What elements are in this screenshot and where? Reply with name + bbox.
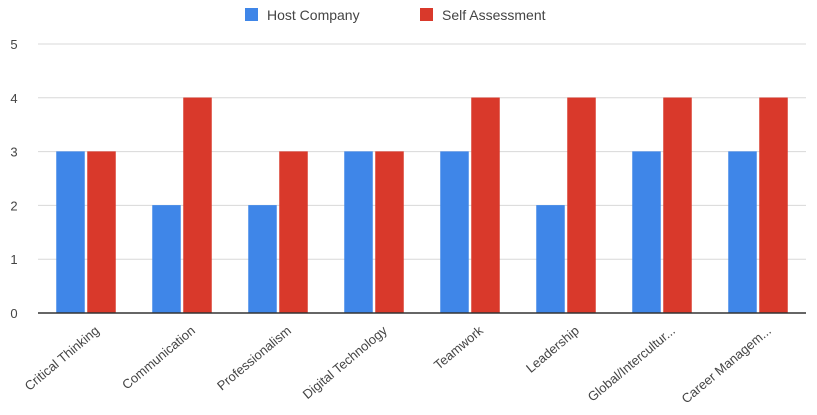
legend-swatch-host-company — [245, 8, 258, 21]
legend-label-host-company: Host Company — [267, 7, 360, 23]
x-category-label: Teamwork — [431, 322, 486, 372]
bar-self-assessment — [567, 97, 596, 314]
bar-self-assessment — [471, 97, 500, 314]
bar-host-company — [248, 205, 277, 314]
bar-self-assessment — [375, 151, 404, 314]
bar-host-company — [152, 205, 181, 314]
bar-host-company — [440, 151, 469, 314]
y-tick-label: 2 — [10, 198, 17, 213]
bar-host-company — [632, 151, 661, 314]
x-category-label: Critical Thinking — [22, 323, 102, 394]
bar-self-assessment — [183, 97, 212, 314]
y-tick-label: 0 — [10, 306, 17, 321]
bar-self-assessment — [279, 151, 308, 314]
x-category-label: Leadership — [523, 323, 582, 376]
x-category-label: Communication — [119, 323, 198, 393]
y-tick-label: 1 — [10, 252, 17, 267]
legend-swatch-self-assessment — [420, 8, 433, 21]
y-axis-tick-labels: 0 1 2 3 4 5 — [10, 37, 17, 321]
y-tick-label: 4 — [10, 91, 17, 106]
chart-legend: Host Company Self Assessment — [245, 7, 546, 23]
bar-host-company — [56, 151, 85, 314]
legend-label-self-assessment: Self Assessment — [442, 7, 546, 23]
y-tick-label: 3 — [10, 145, 17, 160]
bar-self-assessment — [87, 151, 116, 314]
bar-host-company — [728, 151, 757, 314]
bar-host-company — [536, 205, 565, 314]
y-tick-label: 5 — [10, 37, 17, 52]
bar-self-assessment — [759, 97, 788, 314]
x-category-label: Global/Intercultur... — [585, 323, 678, 405]
bar-self-assessment — [663, 97, 692, 314]
x-category-label: Career Managem... — [678, 323, 773, 406]
x-axis-category-labels: Critical Thinking Communication Profession… — [22, 322, 774, 406]
x-category-label: Digital Technology — [300, 322, 391, 401]
bar-host-company — [344, 151, 373, 314]
bars — [56, 97, 788, 314]
x-category-label: Professionalism — [214, 323, 294, 393]
